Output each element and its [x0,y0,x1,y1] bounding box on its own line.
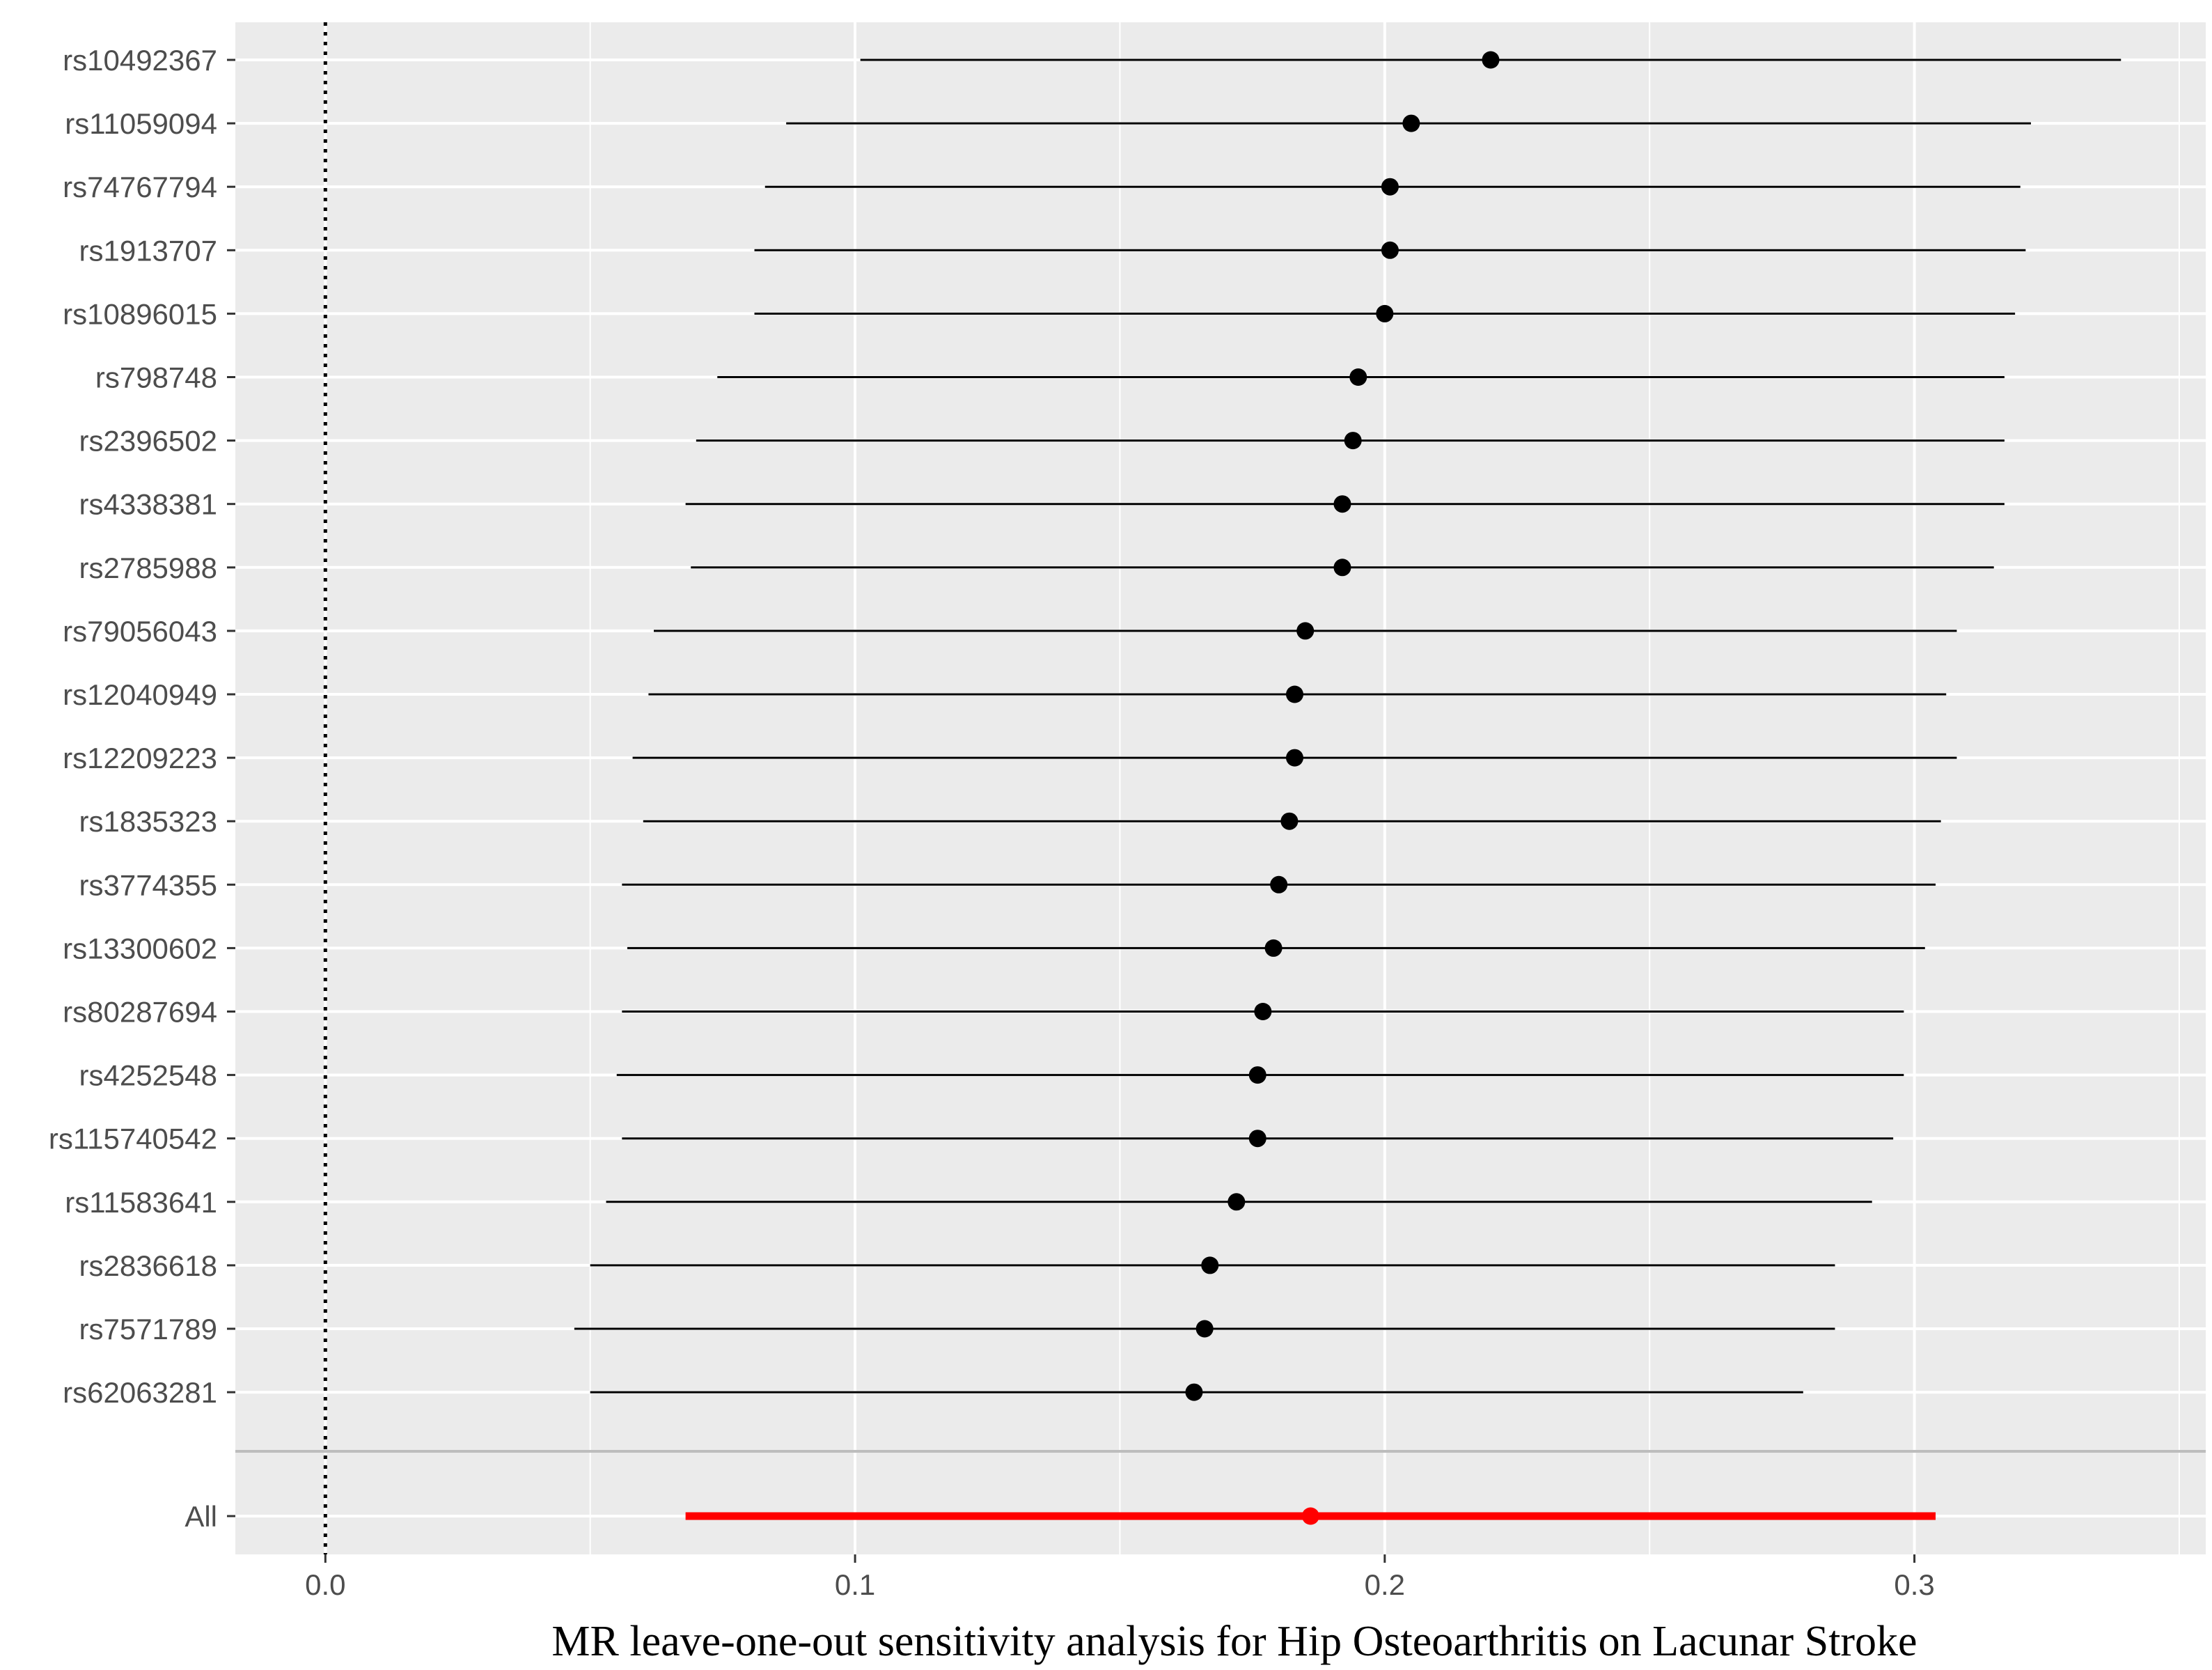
snp-rows [574,51,2121,1401]
estimate-point [1286,749,1304,767]
estimate-point [1227,1193,1246,1211]
y-tick-label: rs13300602 [63,932,217,965]
y-tick-label: rs62063281 [63,1376,217,1409]
y-tick-label: rs1835323 [79,805,218,838]
x-axis-title: MR leave-one-out sensitivity analysis fo… [551,1618,1917,1665]
estimate-point [1381,178,1399,196]
y-axis-labels: rs10492367 rs11059094 rs74767794 rs1913707 r… [49,44,235,1533]
y-tick-label-overall: All [185,1500,217,1533]
y-tick-label: rs10492367 [63,44,217,77]
x-tick-label: 0.0 [305,1568,345,1601]
estimate-point [1402,114,1420,132]
estimate-point [1185,1383,1203,1401]
estimate-point [1333,495,1351,513]
minor-gridlines [589,22,2180,1554]
overall-estimate-point [1301,1507,1319,1525]
estimate-point [1286,685,1304,703]
y-tick-label: rs80287694 [63,996,217,1029]
estimate-point [1280,812,1299,830]
y-tick-label: rs10896015 [63,297,217,330]
estimate-point [1296,622,1315,640]
x-tick-label: 0.1 [835,1568,875,1601]
estimate-point [1264,939,1283,957]
estimate-point [1376,304,1394,322]
y-tick-label: rs798748 [95,361,217,394]
overall-row [685,1507,1936,1525]
estimate-point [1195,1320,1214,1338]
y-tick-label: rs12209223 [63,742,217,774]
y-tick-label: rs2785988 [79,552,218,584]
estimate-point [1201,1256,1219,1274]
y-tick-label: rs4338381 [79,488,218,521]
y-tick-label: rs74767794 [63,171,217,203]
y-tick-label: rs7571789 [79,1313,218,1345]
y-tick-label: rs4252548 [79,1059,218,1092]
y-tick-label: rs12040949 [63,678,217,711]
estimate-point [1349,368,1367,386]
estimate-point [1248,1066,1266,1084]
estimate-point [1270,875,1288,893]
estimate-point [1482,51,1500,69]
y-tick-label: rs3774355 [79,868,218,901]
y-tick-label: rs11583641 [65,1186,217,1219]
y-tick-label: rs11059094 [65,107,217,140]
estimate-point [1381,241,1399,259]
x-tick-label: 0.2 [1365,1568,1405,1601]
estimate-point [1344,432,1362,450]
y-tick-label: rs79056043 [63,615,217,648]
estimate-point [1248,1130,1266,1148]
estimate-point [1254,1003,1272,1020]
y-tick-label: rs2396502 [79,425,218,458]
plot-panel [235,22,2206,1554]
estimate-point [1333,559,1351,577]
x-tick-label: 0.3 [1894,1568,1934,1601]
y-tick-label: rs115740542 [49,1123,217,1155]
y-tick-label: rs1913707 [79,234,218,267]
x-axis-labels: 0.0 0.1 0.2 0.3 [305,1554,1935,1601]
y-tick-label: rs2836618 [79,1249,218,1282]
